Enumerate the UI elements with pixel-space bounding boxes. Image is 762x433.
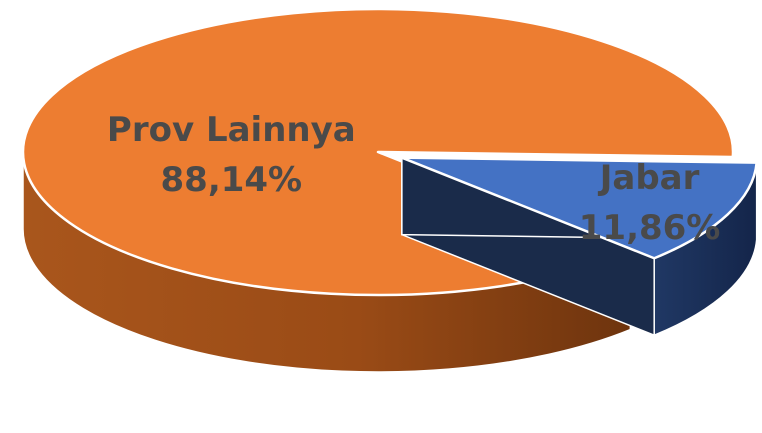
- slice-value-prov-lainnya: 88,14%: [161, 160, 303, 200]
- slice-label-prov-lainnya: Prov Lainnya: [107, 110, 356, 150]
- slice-jabar: [400, 156, 758, 260]
- slice-value-jabar: 11,86%: [579, 208, 721, 248]
- slice-label-jabar: Jabar: [598, 158, 700, 198]
